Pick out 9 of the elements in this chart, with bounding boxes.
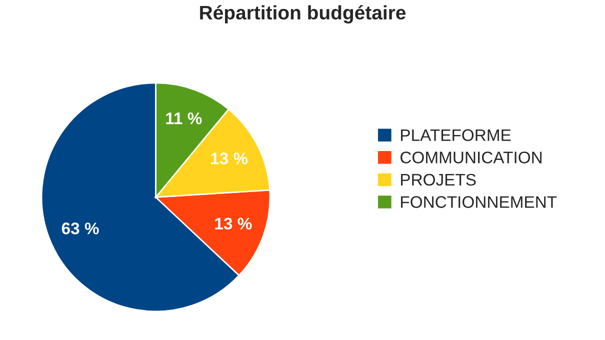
legend-label: PROJETS (401, 174, 476, 186)
data-label: 11 % (166, 112, 202, 124)
chart-title: Répartition budgétaire (200, 5, 406, 24)
data-label: 13 % (211, 152, 248, 164)
data-label: 13 % (215, 218, 252, 230)
legend-label: PLATEFORME (401, 129, 511, 142)
legend-label: COMMUNICATION (400, 152, 542, 164)
data-label: 63 % (62, 222, 99, 234)
legend-label: FONCTIONNEMENT (401, 196, 557, 208)
